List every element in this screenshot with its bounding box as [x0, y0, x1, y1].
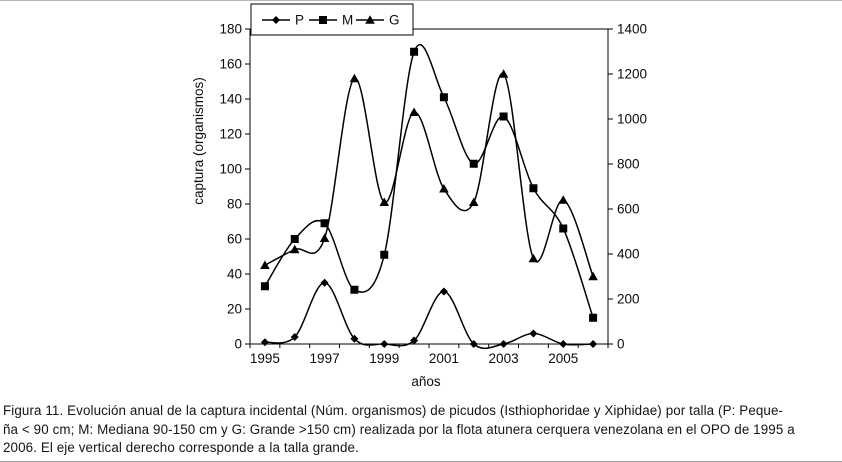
legend-P-diamond-icon [272, 16, 280, 24]
series-P-marker-diamond [499, 340, 508, 348]
legend-label-M: M [342, 13, 353, 28]
series-M-marker-square [410, 47, 419, 56]
plot-frame [249, 28, 609, 345]
series-G-marker-triangle [439, 183, 449, 193]
series-P-marker-diamond [320, 278, 329, 287]
series-G-marker-triangle [498, 69, 509, 78]
legend-M-square-icon [319, 16, 327, 24]
legend-G-triangle-icon [365, 15, 375, 24]
y-axis-title: captura (organismos) [191, 77, 206, 205]
x-axis-title: años [411, 374, 441, 389]
caption-line-3: 2006. El eje vertical derecho correspond… [3, 440, 359, 456]
right-axis-tick-label: 1000 [617, 112, 647, 127]
left-axis-tick-label: 140 [219, 92, 242, 107]
series-P-marker-diamond [380, 340, 389, 348]
right-axis-tick-label: 1400 [617, 22, 647, 37]
series-M-marker-square [380, 250, 389, 259]
left-axis-tick-label: 0 [234, 337, 242, 352]
series-G-marker-triangle [528, 253, 539, 263]
series-G-marker-triangle [260, 260, 270, 270]
right-axis-tick-label: 600 [617, 202, 640, 217]
series-P-marker-diamond [260, 338, 269, 347]
left-axis-tick-label: 180 [219, 22, 242, 37]
series-M-marker-square [350, 285, 359, 294]
figure-caption: Figura 11. Evolución anual de la captura… [3, 402, 841, 458]
left-axis-tick-label: 40 [227, 267, 242, 282]
incidental-capture-line-chart: 0 20 40 60 80 100 120 140 160 180 0 200 400 600 800 100… [191, 3, 647, 389]
x-axis-tick-label: 1995 [250, 351, 280, 366]
series-G-marker-triangle [349, 73, 360, 83]
series-G-line [264, 73, 594, 277]
x-axis-tick-label: 2005 [548, 351, 578, 366]
series-G-marker-triangle [558, 195, 569, 204]
series-M-marker-square [559, 224, 568, 233]
series-P-marker-diamond [469, 340, 478, 348]
series-M-line [264, 43, 594, 319]
series-G-marker-triangle [319, 233, 330, 243]
series-P-marker-diamond [439, 287, 448, 296]
x-axis-tick-label: 1999 [369, 351, 399, 366]
series-G-marker-triangle [379, 197, 390, 207]
series-P-marker-diamond [290, 333, 299, 341]
series-G-marker-triangle [468, 197, 479, 207]
x-axis-tick-label: 1997 [310, 351, 340, 366]
series-P-marker-diamond [410, 336, 419, 345]
series-M-marker-square [260, 282, 269, 291]
left-axis-tick-label: 160 [219, 57, 242, 72]
caption-line-1: Figura 11. Evolución anual de la captura… [3, 403, 784, 418]
left-axis-tick-label: 120 [219, 127, 242, 142]
legend-label-G: G [389, 13, 400, 28]
series-P-marker-diamond [529, 329, 538, 338]
series-M-marker-square [469, 159, 478, 168]
series-G-marker-triangle [289, 244, 300, 254]
x-axis-tick-label: 2003 [489, 351, 519, 366]
series-P-marker-diamond [559, 340, 568, 348]
series-P-marker-diamond [589, 340, 598, 348]
series-M-marker-square [589, 313, 598, 322]
right-axis-tick-label: 200 [617, 292, 640, 307]
caption-line-2: ña < 90 cm; M: Mediana 90-150 cm y G: Gr… [3, 421, 795, 437]
series-P-marker-diamond [350, 334, 359, 343]
right-axis-tick-label: 800 [617, 157, 640, 172]
left-axis-tick-label: 20 [227, 302, 242, 317]
series-G-marker-triangle [588, 271, 598, 281]
left-axis-tick-label: 80 [227, 197, 242, 212]
right-axis-tick-label: 400 [617, 247, 640, 262]
series-G-marker-triangle [409, 107, 419, 117]
series-M-marker-square [439, 93, 448, 102]
series-M-marker-square [529, 184, 538, 193]
series-M-marker-square [499, 112, 508, 121]
x-axis-tick-label: 2001 [429, 351, 459, 366]
series-M-marker-square [320, 219, 329, 228]
series-P-line [264, 282, 594, 350]
right-axis-tick-label: 1200 [617, 67, 647, 82]
legend-label-P: P [295, 13, 304, 28]
left-axis-tick-label: 60 [227, 232, 242, 247]
series-M-marker-square [290, 235, 299, 243]
left-axis-tick-label: 100 [219, 162, 242, 177]
right-axis-tick-label: 0 [617, 337, 625, 352]
